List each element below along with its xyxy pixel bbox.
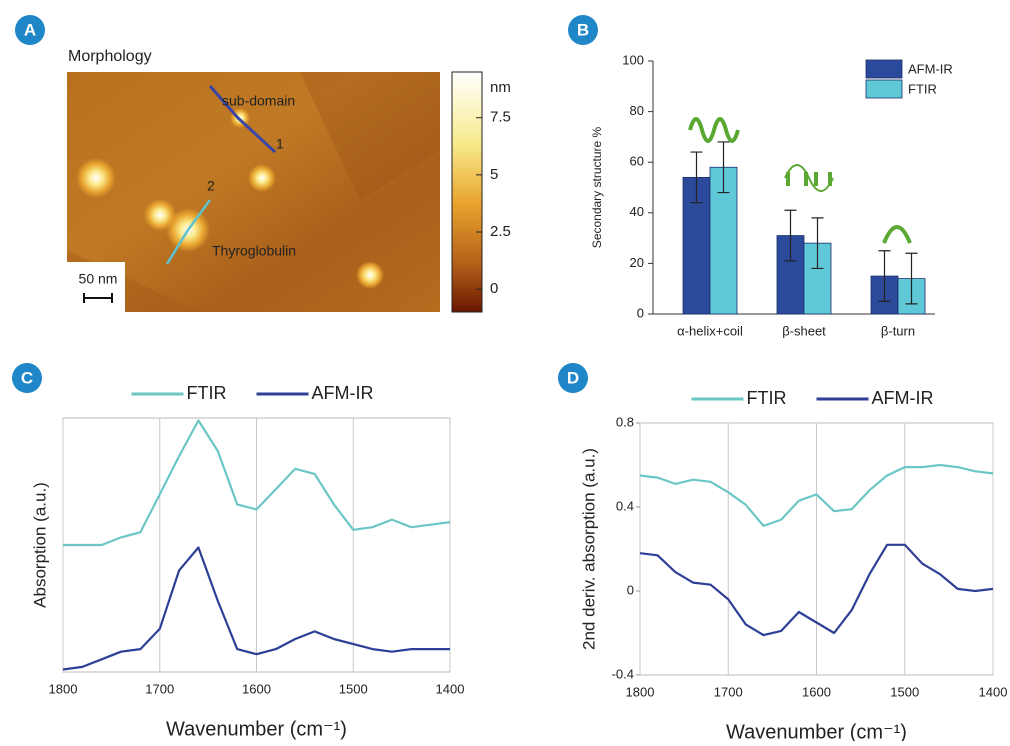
error-bar [905,252,918,305]
y-tick-label: 40 [630,204,644,219]
x-tick-label: α-helix+coil [677,323,743,338]
panel-label: A [24,20,36,39]
x-tick-label: 1500 [339,681,368,696]
legend-label: AFM-IR [312,383,374,403]
y-axis-label: Absorption (a.u.) [30,482,49,608]
x-tick-label: 1500 [890,684,919,699]
colorbar-tick-label: 5 [490,166,498,183]
error-bar [784,209,797,262]
legend-label: AFM-IR [908,61,953,76]
legend-swatch [865,59,903,79]
y-tick-label: 0.8 [616,414,634,429]
structure-icons [688,117,912,244]
error-bar [690,151,703,204]
panel-badge [568,15,598,45]
line-series [639,463,994,527]
y-axis-label: Secondary structure % [590,126,604,248]
annotation: 1 [276,136,284,152]
x-tick-label: 1600 [802,684,831,699]
afm-image [67,71,483,313]
legend-label: AFM-IR [872,388,934,408]
y-axis-label: 2nd deriv. absorption (a.u.) [579,448,598,650]
x-tick-label: β-turn [881,323,915,338]
line-series [639,543,994,637]
y-tick-label: 0 [627,582,634,597]
line-series [62,546,450,671]
line-series [63,419,451,547]
annotation: 2 [207,178,215,194]
colorbar-tick-label: 2.5 [490,223,511,240]
error-bar [878,250,891,302]
legend-label: FTIR [747,388,787,408]
x-tick-label: 1800 [626,684,655,699]
y-tick-label: 100 [622,52,644,67]
panel-label: D [567,368,579,387]
legend-swatch [865,79,903,99]
annotation: sub-domain [222,93,295,109]
y-tick-label: 20 [630,255,644,270]
x-tick-label: 1600 [242,681,271,696]
legend-label: FTIR [908,81,937,96]
colorbar-label: nm [490,79,511,96]
panel-badge [12,363,42,393]
x-tick-label: 1400 [436,681,465,696]
y-tick-label: -0.4 [612,666,634,681]
x-tick-label: β-sheet [782,323,826,338]
x-axis-label: Wavenumber (cm⁻¹) [166,718,347,740]
image-title: Morphology [68,48,152,65]
y-tick-label: 80 [630,103,644,118]
x-tick-label: 1400 [979,684,1008,699]
panel-label: C [21,368,33,387]
error-bar [717,141,730,194]
panel-label: B [577,20,589,39]
y-tick-label: 0.4 [616,498,634,513]
colorbar-tick-label: 7.5 [490,109,511,126]
annotation: Thyroglobulin [212,243,296,259]
colorbar-tick-label: 0 [490,280,498,297]
panel-badge [558,363,588,393]
legend-label: FTIR [187,383,227,403]
x-tick-label: 1700 [145,681,174,696]
x-tick-label: 1800 [49,681,78,696]
scale-bar-label: 50 nm [79,271,118,287]
y-tick-label: 60 [630,154,644,169]
panel-badge [15,15,45,45]
error-bar [811,217,824,270]
x-axis-label: Wavenumber (cm⁻¹) [726,721,907,741]
x-tick-label: 1700 [714,684,743,699]
y-tick-label: 0 [637,305,644,320]
